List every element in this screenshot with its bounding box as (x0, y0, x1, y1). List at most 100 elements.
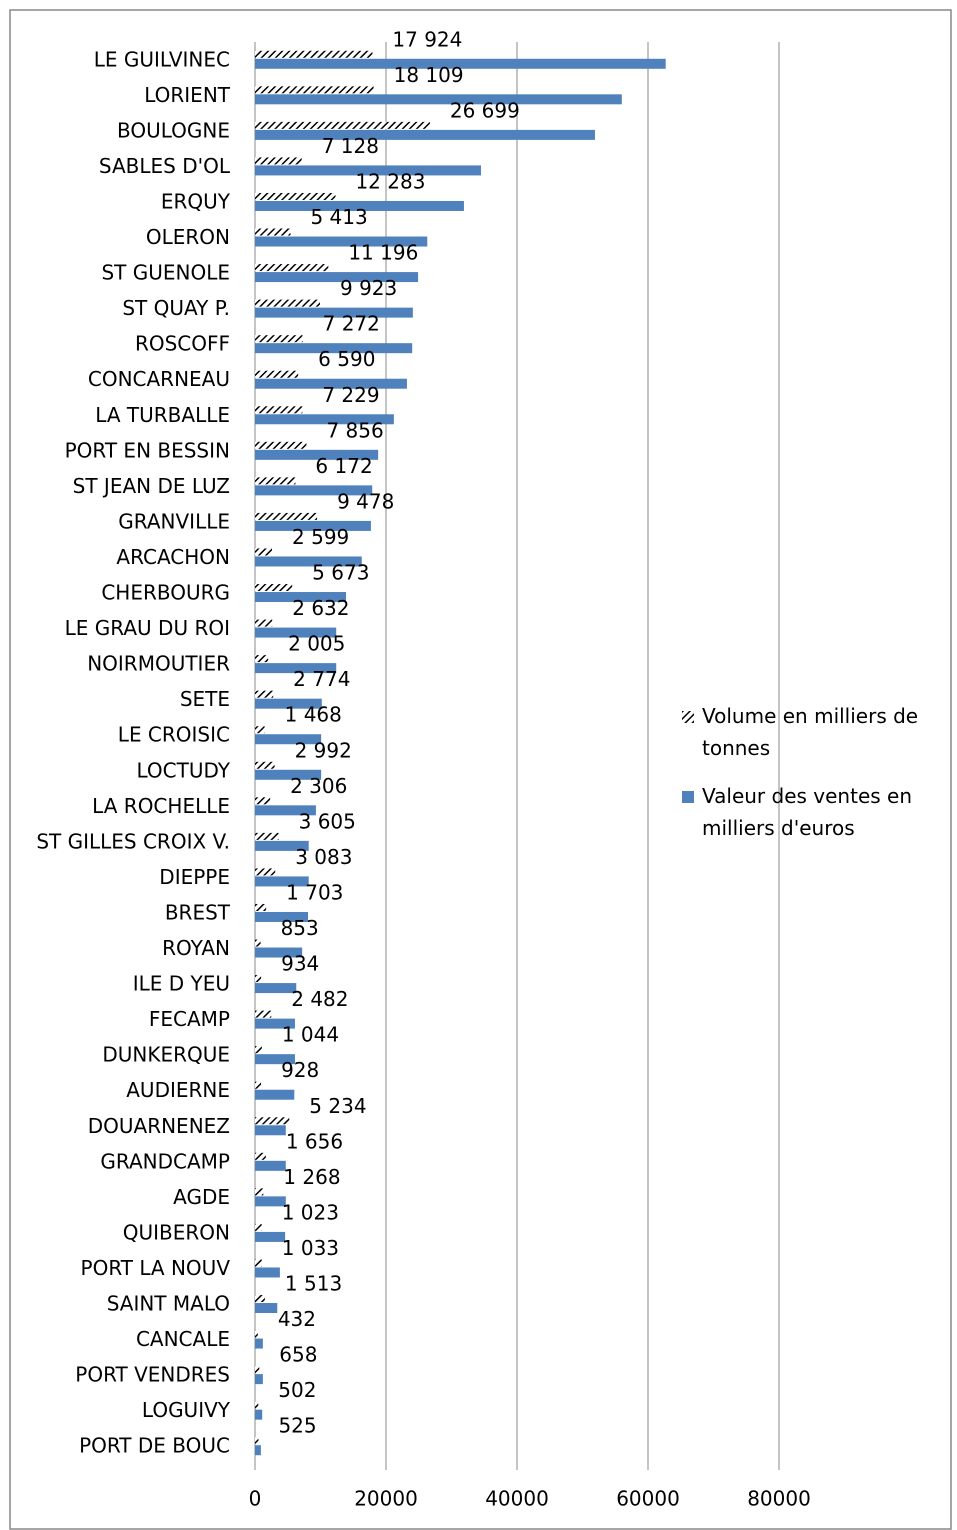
bar (255, 1117, 290, 1125)
bar (255, 1089, 295, 1100)
bar (255, 441, 307, 449)
bar (255, 157, 302, 165)
y-tick-label: ERQUY (161, 189, 231, 213)
y-tick-label: ROYAN (162, 936, 230, 960)
data-label: 9 923 (340, 276, 397, 300)
bar (255, 619, 273, 627)
bar (255, 698, 322, 709)
bar (255, 903, 267, 911)
bar (255, 584, 293, 592)
data-label: 17 924 (392, 27, 462, 51)
bar (255, 272, 419, 283)
y-tick-label: SETE (180, 687, 230, 711)
data-label: 5 413 (310, 205, 367, 229)
y-tick-label: LE CROISIC (118, 723, 230, 747)
bar (255, 1152, 266, 1160)
x-tick-label: 40000 (485, 1487, 549, 1511)
chart-border (9, 9, 952, 1530)
bar (255, 1196, 286, 1207)
y-tick-label: ROSCOFF (135, 332, 230, 356)
y-tick-label: SABLES D'OL (99, 154, 231, 178)
bar (255, 1259, 262, 1267)
bar (255, 86, 374, 94)
data-label: 2 599 (292, 525, 349, 549)
y-tick-label: AUDIERNE (126, 1078, 230, 1102)
bar (255, 840, 309, 851)
data-label: 1 703 (286, 880, 343, 904)
bar (255, 1267, 280, 1278)
bar (255, 655, 269, 663)
y-tick-label: BREST (165, 900, 231, 924)
bar (255, 1231, 286, 1242)
bar (255, 592, 347, 603)
bar (255, 228, 291, 236)
bar (255, 1338, 263, 1349)
data-label: 18 109 (394, 63, 464, 87)
y-tick-label: LA ROCHELLE (92, 794, 230, 818)
bar (255, 983, 297, 994)
data-label: 1 513 (285, 1272, 342, 1296)
legend-entry: Valeur des ventes en milliers d'euros (702, 784, 912, 840)
bar (255, 94, 622, 105)
bar (255, 1188, 264, 1196)
y-tick-label: LE GRAU DU ROI (65, 616, 230, 640)
data-label: 5 234 (309, 1094, 366, 1118)
bar (255, 200, 464, 211)
data-label: 2 774 (293, 667, 350, 691)
y-tick-label: LORIENT (144, 83, 231, 107)
bar (255, 769, 322, 780)
y-tick-label: DOUARNENEZ (88, 1114, 230, 1138)
legend-entry: Volume en milliers de tonnes (702, 704, 919, 760)
y-tick-label: ST GILLES CROIX V. (36, 829, 230, 853)
y-tick-label: LOCTUDY (136, 758, 230, 782)
data-label: 502 (278, 1378, 316, 1402)
data-label: 1 656 (286, 1129, 343, 1153)
bar (255, 1081, 262, 1089)
y-tick-label: CHERBOURG (101, 581, 230, 605)
data-label: 525 (278, 1414, 316, 1438)
data-label: 5 673 (312, 561, 369, 585)
bar (255, 165, 481, 176)
data-label: 2 005 (288, 632, 345, 656)
data-label: 7 229 (322, 383, 379, 407)
y-tick-label: DIEPPE (159, 865, 230, 889)
y-tick-label: NOIRMOUTIER (87, 652, 230, 676)
bar (255, 129, 595, 140)
data-label: 1 044 (282, 1023, 339, 1047)
bar (255, 911, 309, 922)
bar (255, 406, 303, 414)
bar (255, 627, 337, 638)
bar (255, 947, 303, 958)
data-label: 1 023 (282, 1200, 339, 1224)
bar (255, 307, 413, 318)
data-label: 3 083 (295, 845, 352, 869)
y-tick-label: PORT EN BESSIN (65, 438, 230, 462)
bar (255, 1010, 272, 1018)
bar (255, 1303, 278, 1314)
bar (255, 939, 261, 947)
bar (255, 556, 362, 567)
y-tick-label: FECAMP (149, 1007, 230, 1031)
bar (255, 1366, 260, 1374)
y-tick-label: OLERON (146, 225, 230, 249)
bar (255, 1409, 263, 1420)
bar (255, 832, 279, 840)
bar (255, 797, 271, 805)
y-tick-label: AGDE (173, 1185, 230, 1209)
x-tick-label: 80000 (747, 1487, 811, 1511)
data-label: 1 468 (285, 703, 342, 727)
y-tick-label: PORT LA NOUV (81, 1256, 231, 1280)
bar (255, 121, 430, 129)
data-label: 1 268 (283, 1165, 340, 1189)
data-label: 6 590 (318, 347, 375, 371)
y-tick-label: CONCARNEAU (88, 367, 230, 391)
bar (255, 414, 394, 425)
data-label: 2 482 (291, 987, 348, 1011)
bar (255, 1295, 265, 1303)
data-label: 934 (281, 952, 319, 976)
bar (255, 1125, 286, 1136)
legend-swatch (682, 711, 694, 723)
bar (255, 485, 373, 496)
